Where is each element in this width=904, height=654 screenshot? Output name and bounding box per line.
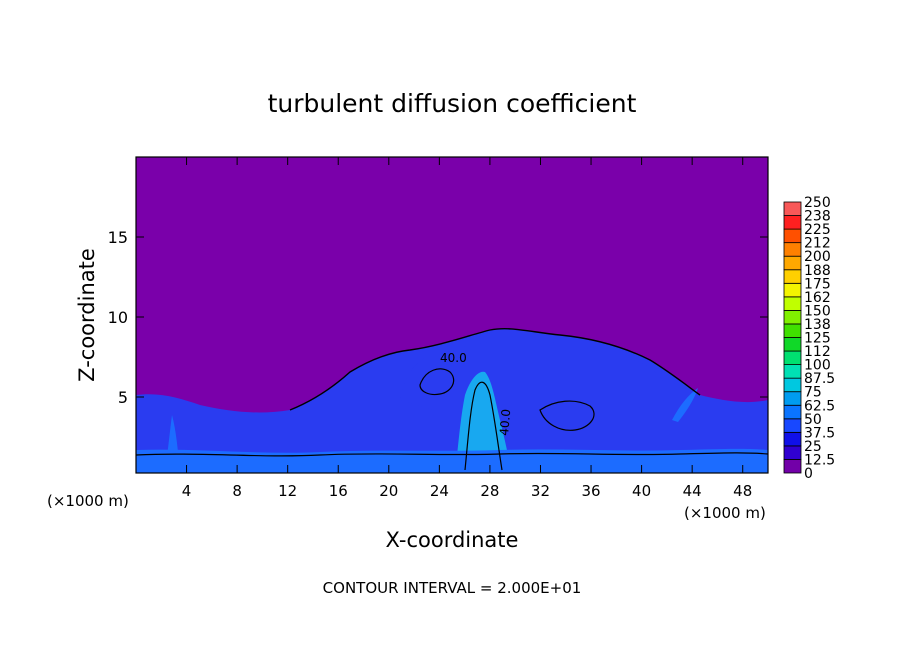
colorbar-swatch [783,350,802,365]
colorbar-swatch [783,215,802,230]
colorbar: 012.52537.55062.57587.510011212513815016… [783,195,835,482]
field-layer: 40.0 40.0 [136,327,768,473]
colorbar-swatch [783,364,802,379]
contour-line-40 [289,327,701,411]
colorbar-label: 75 [804,385,822,401]
contour-interval-footer: CONTOUR INTERVAL = 2.000E+01 [323,579,582,597]
x-tick-label: 48 [733,482,752,500]
y-axis-label: Z-coordinate [75,248,99,382]
colorbar-label: 175 [804,276,831,292]
colorbar-label: 50 [804,412,822,428]
colorbar-swatch [783,296,802,311]
plot-frame [135,156,769,474]
colorbar-swatch [783,269,802,284]
x-tick-label: 20 [379,482,398,500]
chart-title: turbulent diffusion coefficient [268,89,637,118]
colorbar-swatch [783,337,802,352]
colorbar-label: 37.5 [804,425,835,441]
colorbar-swatch [783,323,802,338]
colorbar-label: 100 [804,358,831,374]
colorbar-label: 200 [804,249,831,265]
x-tick-label: 16 [329,482,348,500]
y-tick-label: 15 [108,228,128,247]
contour-line-40-right [539,400,595,431]
updraft-core [455,371,512,473]
colorbar-swatch [783,309,802,325]
colorbar-label: 112 [804,344,831,360]
left-streak [165,415,180,473]
x-tick-label: 8 [232,482,242,500]
contour-line-40-eddy [419,368,455,396]
x-tick-label: 36 [581,482,600,500]
contour-line-40-surface [136,452,768,457]
colorbar-label: 12.5 [804,452,835,468]
contour-line-40-core [464,381,503,471]
colorbar-label: 0 [804,466,813,482]
colorbar-swatch [783,242,802,257]
x-axis-ticks: 4 8 12 16 20 24 28 32 36 40 44 48 [182,157,752,500]
colorbar-swatch [783,391,802,406]
x-tick-label: 28 [480,482,499,500]
colorbar-label: 62.5 [804,398,835,414]
x-tick-label: 40 [632,482,651,500]
colorbar-swatch [783,228,802,244]
x-tick-label: 32 [531,482,550,500]
colorbar-swatch [783,459,802,474]
colorbar-label: 238 [804,209,831,225]
colorbar-label: 25 [804,439,822,455]
colorbar-swatch [783,418,802,433]
colorbar-swatch [783,255,802,271]
colorbar-swatch [783,201,802,216]
y-tick-label: 10 [108,308,128,327]
colorbar-label: 125 [804,331,831,347]
y-axis-ticks: 5 10 15 [108,228,768,407]
x-tick-label: 24 [430,482,449,500]
x-unit-right: (×1000 m) [684,504,766,522]
contour-label-1: 40.0 [440,351,467,365]
colorbar-swatch [783,445,802,460]
colorbar-label: 212 [804,236,831,252]
y-tick-label: 5 [118,388,128,407]
x-unit-left: (×1000 m) [47,492,129,510]
x-axis-label: X-coordinate [386,528,519,552]
colorbar-swatch [783,431,802,447]
right-streak [672,388,698,422]
colorbar-swatch [783,282,802,298]
x-tick-label: 44 [683,482,702,500]
colorbar-label: 250 [804,195,831,211]
colorbar-label: 138 [804,317,831,333]
x-tick-label: 12 [278,482,297,500]
surface-layer [136,448,768,473]
colorbar-swatch [783,377,802,393]
colorbar-label: 225 [804,222,831,238]
x-tick-label: 4 [182,482,192,500]
colorbar-label: 188 [804,263,831,279]
contour-label-2: 40.0 [497,408,513,436]
colorbar-label: 87.5 [804,371,835,387]
colorbar-label: 150 [804,303,831,319]
colorbar-label: 162 [804,290,831,306]
colorbar-swatch [783,404,802,420]
